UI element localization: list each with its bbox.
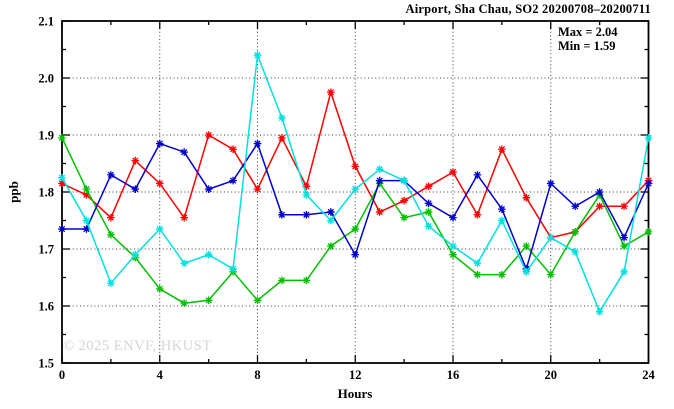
- svg-text:0: 0: [59, 368, 65, 382]
- svg-text:8: 8: [254, 368, 260, 382]
- svg-text:1.8: 1.8: [38, 186, 54, 200]
- grid: [62, 21, 649, 363]
- svg-text:16: 16: [447, 368, 460, 382]
- svg-text:12: 12: [349, 368, 362, 382]
- svg-text:1.9: 1.9: [38, 129, 54, 143]
- plot-border: [61, 20, 650, 364]
- svg-text:20: 20: [545, 368, 558, 382]
- series-cyan-markers: [58, 51, 653, 316]
- chart-title: Airport, Sha Chau, SO2 20200708–20200711: [405, 2, 651, 16]
- svg-text:2.1: 2.1: [38, 15, 54, 29]
- max-annotation: Max = 2.04: [558, 25, 618, 39]
- y-axis-label: ppb: [6, 181, 21, 203]
- x-axis-label: Hours: [337, 386, 373, 401]
- tick-labels: 0 4 8 12 16 20 24 1.5 1.6 1.7 1.8 1.9 2.0 2.1: [38, 15, 655, 383]
- series-cyan: [58, 51, 653, 316]
- series-red-markers: [58, 88, 653, 242]
- svg-text:1.7: 1.7: [38, 243, 54, 257]
- watermark: © 2025 ENVF, HKUST: [63, 338, 212, 354]
- max-min-annotation: Max = 2.04 Min = 1.59: [558, 25, 618, 53]
- svg-text:2.0: 2.0: [38, 72, 54, 86]
- svg-text:24: 24: [642, 368, 655, 382]
- svg-text:4: 4: [157, 368, 164, 382]
- min-annotation: Min = 1.59: [558, 39, 616, 53]
- svg-text:1.6: 1.6: [38, 300, 54, 314]
- svg-text:1.5: 1.5: [38, 357, 54, 371]
